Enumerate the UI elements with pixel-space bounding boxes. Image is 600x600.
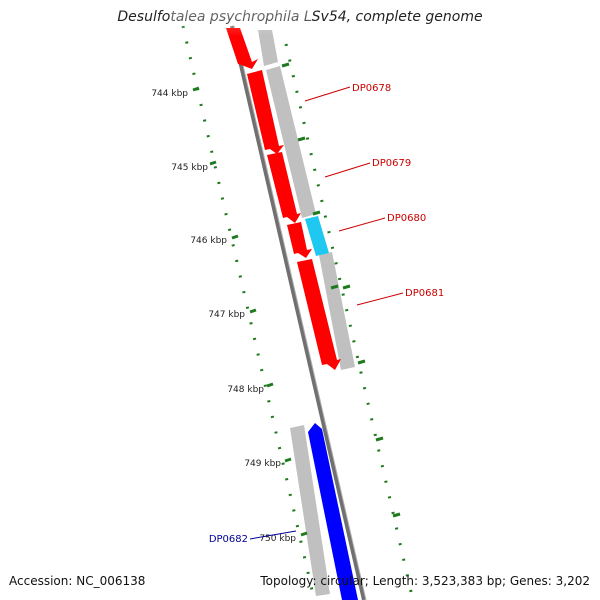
gene-DP0681b-arrow — [297, 259, 341, 370]
leader-line-DP0678 — [304, 86, 351, 102]
gene-DP0678-arrow — [226, 28, 258, 69]
outer-major-tick — [312, 210, 321, 216]
gene-label-DP0681[interactable]: DP0681 — [405, 288, 444, 299]
gene-shadow-bar — [290, 425, 330, 596]
gene-shadow-bar — [266, 66, 316, 218]
ruler-major-tick — [231, 234, 239, 240]
ruler-major-tick — [284, 457, 292, 463]
gene-shadow-bar — [319, 252, 355, 370]
top-fade — [170, 0, 310, 36]
ruler-label-744: 744 kbp — [151, 89, 188, 99]
leader-line-DP0682 — [249, 530, 297, 540]
gene-DP0680-arrow — [267, 152, 301, 223]
genome-backbone — [230, 25, 366, 600]
leader-line-DP0681 — [356, 292, 404, 306]
gene-DP0681-arrow — [287, 222, 312, 258]
ruler-label-749: 749 kbp — [244, 459, 281, 469]
genome-backbone-highlight — [233, 25, 367, 600]
leader-line-DP0679 — [324, 162, 371, 178]
ruler-label-747: 747 kbp — [208, 310, 245, 320]
gene-label-DP0678[interactable]: DP0678 — [352, 83, 391, 94]
gene-label-DP0679[interactable]: DP0679 — [372, 158, 411, 169]
gene-shadow-bar — [258, 30, 278, 66]
accession-text: Accession: NC_006138 — [9, 574, 146, 588]
rna-gene — [305, 216, 329, 256]
outer-major-tick — [375, 436, 384, 442]
ruler-label-746: 746 kbp — [190, 236, 227, 246]
leader-line-DP0680 — [338, 217, 386, 232]
gene-DP0679-arrow — [247, 70, 284, 154]
inner-ruler-dots — [181, 25, 314, 591]
ruler-major-tick — [300, 531, 308, 537]
outer-major-tick — [330, 284, 339, 290]
ruler-label-748: 748 kbp — [227, 385, 264, 395]
gene-label-DP0682[interactable]: DP0682 — [209, 534, 248, 545]
gene-label-DP0680[interactable]: DP0680 — [387, 213, 426, 224]
ruler-major-tick — [266, 382, 274, 388]
ruler-label-745: 745 kbp — [171, 163, 208, 173]
outer-major-tick — [357, 359, 366, 365]
ruler-major-tick — [249, 308, 257, 314]
ruler-ticks: 744 kbp 745 kbp 746 kbp 747 kbp 748 kbp … — [151, 86, 308, 544]
outer-major-tick — [297, 136, 306, 142]
outer-ruler-ticks — [281, 62, 401, 518]
genome-summary-text: Topology: circular; Length: 3,523,383 bp… — [260, 574, 590, 588]
gene-DP0682-arrow — [308, 423, 358, 600]
ruler-major-tick — [192, 86, 200, 92]
outer-major-tick — [342, 284, 351, 290]
ruler-label-750: 750 kbp — [259, 534, 296, 544]
outer-major-tick — [392, 512, 401, 518]
ruler-major-tick — [209, 160, 217, 166]
outer-major-tick — [281, 62, 290, 68]
